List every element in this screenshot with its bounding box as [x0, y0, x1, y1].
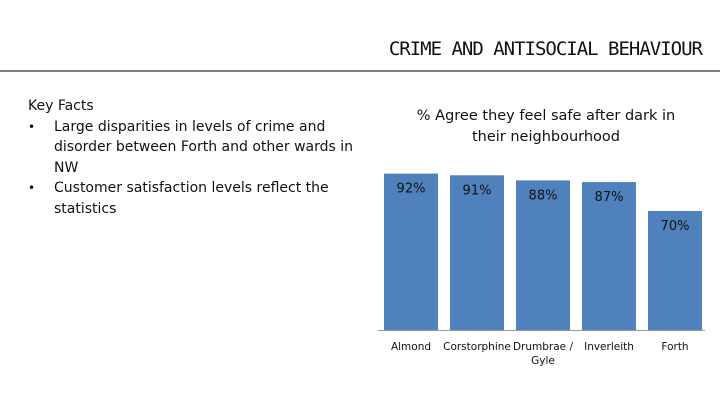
category-label: Gyle [531, 355, 555, 367]
data-label: 91% [463, 183, 492, 198]
bar [648, 211, 702, 330]
slide-title: CRIME AND ANTISOCIAL BEHAVIOUR [388, 38, 703, 60]
bar [450, 175, 504, 330]
category-label: Almond [391, 341, 431, 353]
bar [516, 180, 570, 330]
category-label: Corstorphine [443, 341, 511, 353]
key-facts-list: Large disparities in levels of crime and… [28, 117, 358, 220]
chart-title-line: their neighbourhood [472, 129, 620, 145]
category-label: Forth [661, 341, 688, 353]
bar [384, 173, 438, 330]
data-label: 70% [661, 219, 690, 234]
key-facts-panel: Key Facts Large disparities in levels of… [28, 96, 358, 219]
key-facts-heading: Key Facts [28, 98, 94, 114]
data-label: 87% [595, 190, 624, 205]
chart-title-line: % Agree they feel safe after dark in [417, 108, 675, 124]
category-label: Inverleith [584, 341, 634, 353]
data-label: 88% [529, 188, 558, 203]
safety-bar-chart: % Agree they feel safe after dark in thei… [378, 108, 705, 367]
key-fact-item: Customer satisfaction levels reflect the… [28, 178, 358, 219]
title-divider [0, 70, 720, 72]
bar [582, 182, 636, 330]
key-fact-item: Large disparities in levels of crime and… [28, 117, 358, 179]
category-label: Drumbrae / [513, 341, 573, 353]
data-label: 92% [397, 182, 426, 197]
